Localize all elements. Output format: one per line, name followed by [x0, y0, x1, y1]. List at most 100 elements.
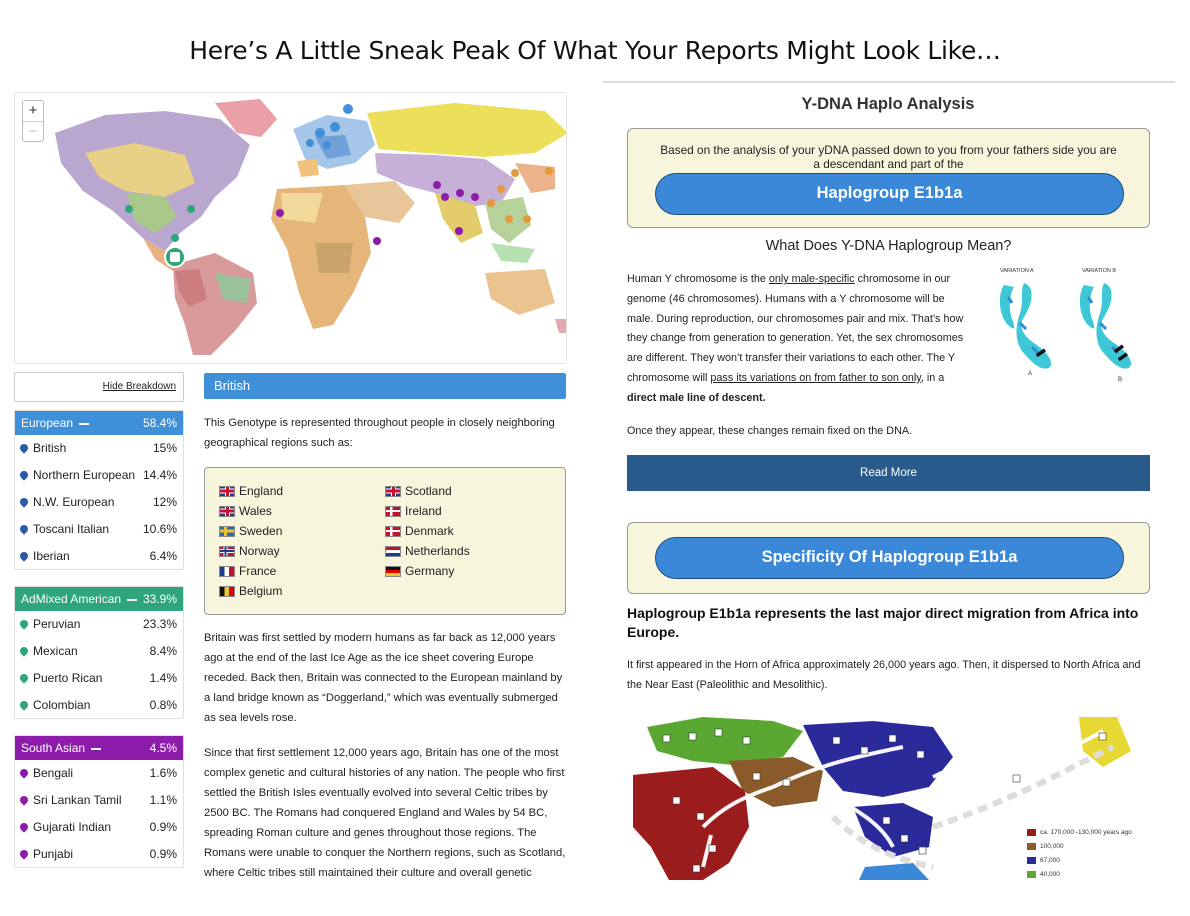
group-percent: 33.9% — [142, 592, 177, 606]
legend-label: 67,000 — [1040, 857, 1060, 864]
haplogroup-button[interactable]: Haplogroup E1b1a — [655, 173, 1124, 215]
breakdown-row[interactable]: Punjabi 0.9% — [15, 840, 183, 867]
breakdown-row[interactable]: Bengali 1.6% — [15, 760, 183, 787]
legend-swatch — [1027, 857, 1036, 864]
text-link[interactable]: pass its variations on from father to so… — [710, 371, 921, 384]
group-admixed-american: AdMixed American 33.9% Peruvian 23.3% Mex… — [14, 586, 184, 720]
breakdown-row[interactable]: Sri Lankan Tamil 1.1% — [15, 787, 183, 814]
row-name: Sri Lankan Tamil — [33, 793, 122, 808]
read-more-button[interactable]: Read More — [627, 455, 1150, 491]
pin-icon — [18, 672, 30, 684]
group-name: AdMixed American — [21, 592, 122, 606]
migration-map: ca. 170,000 -130,000 years ago 100,000 6… — [633, 717, 1150, 880]
legend-label: ca. 170,000 -130,000 years ago — [1040, 829, 1132, 836]
zoom-in-button[interactable]: + — [28, 102, 38, 119]
group-header-south-asian[interactable]: South Asian 4.5% — [15, 736, 183, 760]
region-item: Belgium — [219, 584, 282, 598]
flag-icon — [219, 525, 235, 537]
row-percent: 10.6% — [142, 521, 177, 536]
breakdown-row[interactable]: Gujarati Indian 0.9% — [15, 814, 183, 841]
breakdown-row[interactable]: Iberian 6.4% — [15, 542, 183, 569]
region-name: Sweden — [239, 524, 283, 538]
row-percent: 14.4% — [142, 468, 177, 483]
legend-swatch — [1027, 843, 1036, 850]
region-item: Germany — [385, 564, 454, 578]
group-south-asian: South Asian 4.5% Bengali 1.6% Sri Lankan … — [14, 735, 184, 869]
detail-title-bar: British — [204, 373, 566, 399]
flag-icon — [385, 545, 401, 557]
zoom-out-button[interactable]: − — [23, 121, 43, 141]
collapse-icon[interactable] — [79, 422, 90, 425]
region-name: Netherlands — [405, 544, 470, 558]
pin-icon — [18, 469, 30, 481]
legend-label: 100,000 — [1040, 843, 1064, 850]
text-bold: direct male line of descent. — [627, 391, 766, 404]
page-headline: Here’s A Little Sneak Peak Of What Your … — [189, 36, 1001, 65]
breakdown-row[interactable]: N.W. European 12% — [15, 489, 183, 516]
breakdown-row[interactable]: Colombian 0.8% — [15, 691, 183, 718]
region-item: France — [219, 564, 276, 578]
region-item: Sweden — [219, 524, 282, 538]
row-name: Colombian — [33, 697, 91, 712]
hide-breakdown-link[interactable]: Hide Breakdown — [102, 381, 176, 392]
row-name: British — [33, 441, 67, 456]
row-percent: 8.4% — [149, 644, 177, 659]
group-percent: 58.4% — [142, 416, 177, 430]
row-percent: 1.6% — [149, 766, 177, 781]
world-map[interactable] — [14, 92, 567, 364]
row-percent: 0.9% — [149, 819, 177, 834]
row-name: Toscani Italian — [33, 521, 110, 536]
breakdown-row[interactable]: British 15% — [15, 435, 183, 462]
detail-paragraph-2: Since that first settlement 12,000 years… — [204, 747, 566, 879]
region-item: Norway — [219, 544, 280, 558]
region-item: Ireland — [385, 504, 442, 518]
collapse-icon[interactable] — [91, 747, 102, 750]
label-b: B — [1118, 377, 1122, 383]
region-name: England — [239, 484, 284, 498]
pin-icon — [18, 618, 30, 631]
region-name: Scotland — [405, 484, 452, 498]
text-link[interactable]: only male-specific — [768, 273, 855, 285]
flag-icon — [219, 485, 235, 497]
row-name: Punjabi — [33, 846, 74, 861]
divider — [603, 81, 1175, 83]
region-name: France — [239, 564, 277, 578]
breakdown-row[interactable]: Puerto Rican 1.4% — [15, 665, 183, 692]
haplogroup-box: Based on the analysis of your yDNA passe… — [627, 128, 1150, 228]
region-name: Belgium — [239, 584, 283, 598]
haplogroup-heading: Haplogroup E1b1a represents the last maj… — [627, 605, 1139, 640]
region-item: Wales — [219, 504, 272, 518]
group-header-european[interactable]: European 58.4% — [15, 411, 183, 435]
flag-icon — [385, 505, 401, 517]
map-pins — [125, 104, 553, 268]
detail-intro: This Genotype is represented throughout … — [204, 417, 555, 449]
pin-icon — [18, 821, 30, 833]
breakdown-row[interactable]: Toscani Italian 10.6% — [15, 515, 183, 542]
region-item: Denmark — [385, 524, 454, 538]
ydna-title: Y-DNA Haplo Analysis — [801, 95, 975, 113]
pin-icon — [18, 442, 30, 455]
collapse-icon[interactable] — [127, 598, 138, 601]
variation-b-label: VARIATION B — [1082, 268, 1116, 274]
flag-icon — [385, 565, 401, 577]
specificity-button[interactable]: Specificity Of Haplogroup E1b1a — [655, 537, 1124, 579]
pin-icon — [18, 794, 30, 806]
breakdown-row[interactable]: Peruvian 23.3% — [15, 611, 183, 638]
region-name: Wales — [239, 504, 272, 518]
ydna-description: Human Y chromosome is the only male-spec… — [627, 270, 972, 409]
specificity-box: Specificity Of Haplogroup E1b1a — [627, 522, 1150, 594]
once-text: Once they appear, these changes remain f… — [627, 425, 913, 437]
pin-icon — [18, 549, 30, 562]
what-title: What Does Y-DNA Haplogroup Mean? — [765, 238, 1012, 254]
breakdown-row[interactable]: Northern European 14.4% — [15, 462, 183, 489]
text-part: , in a — [920, 371, 945, 384]
breakdown-row[interactable]: Mexican 8.4% — [15, 638, 183, 665]
region-name: Ireland — [405, 504, 442, 518]
row-percent: 6.4% — [149, 548, 177, 563]
region-name: Norway — [239, 544, 280, 558]
map-zoom-control[interactable]: + − — [22, 100, 44, 142]
group-header-admixed-american[interactable]: AdMixed American 33.9% — [15, 587, 183, 611]
row-percent: 0.9% — [149, 846, 177, 861]
row-percent: 1.4% — [149, 670, 177, 685]
region-item: Scotland — [385, 484, 452, 498]
